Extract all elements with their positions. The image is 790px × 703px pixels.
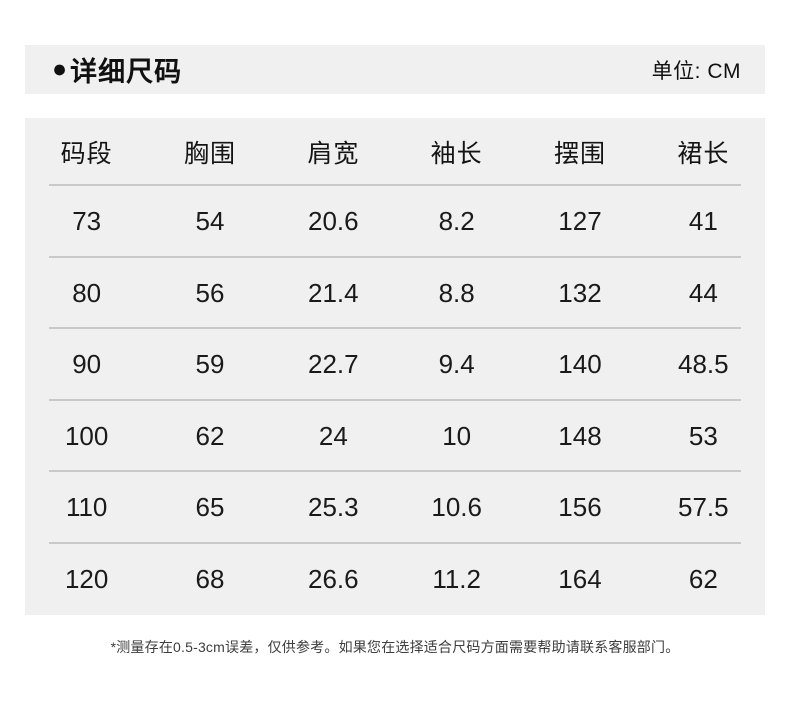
table-cell: 41: [688, 206, 718, 237]
table-cell: 148: [558, 420, 602, 451]
table-cell: 袖长: [430, 140, 483, 168]
table-cell: 100: [64, 420, 109, 451]
table-row: 120 68 26.6 11.2 164 62: [25, 544, 765, 616]
table-cell: 9.4: [438, 349, 475, 380]
table-cell: 73: [72, 206, 102, 237]
bullet-icon: ●: [52, 55, 68, 83]
section-header-bar: ● 详细尺码 单位: CM: [25, 45, 765, 94]
table-cell: 22.7: [308, 349, 359, 380]
table-cell: 21.4: [308, 277, 359, 308]
table-cell: 127: [558, 206, 602, 237]
table-cell: 胸围: [183, 140, 236, 168]
table-row: 73 54 20.6 8.2 127 41: [25, 186, 765, 258]
table-cell: 120: [64, 563, 109, 594]
table-cell: 25.3: [308, 492, 359, 523]
table-cell: 26.6: [308, 563, 359, 594]
table-cell: 156: [558, 492, 602, 523]
table-cell: 54: [195, 206, 225, 237]
table-cell: 24: [318, 420, 348, 451]
table-row: 110 65 25.3 10.6 156 57.5: [25, 472, 765, 544]
table-cell: 56: [195, 277, 225, 308]
table-cell: 肩宽: [307, 140, 360, 168]
table-row: 100 62 24 10 148 53: [25, 401, 765, 473]
table-cell: 57.5: [678, 492, 729, 523]
table-cell: 132: [558, 277, 602, 308]
size-table: 码段 胸围 肩宽 袖长 摆围 裙长 73 54 20.6 8.2 127 41 80 56 21.4 8.8 1…: [25, 118, 765, 615]
table-header-row: 码段 胸围 肩宽 袖长 摆围 裙长: [25, 118, 765, 186]
table-cell: 59: [195, 349, 225, 380]
footnote: *测量存在0.5-3cm误差，仅供参考。如果您在选择适合尺码方面需要帮助请联系客…: [110, 639, 680, 655]
table-cell: 44: [688, 277, 718, 308]
table-cell: 80: [72, 277, 102, 308]
table-cell: 110: [65, 492, 108, 523]
table-cell: 8.2: [438, 206, 475, 237]
table-cell: 摆围: [553, 140, 606, 168]
table-cell: 65: [195, 492, 225, 523]
table-cell: 140: [558, 349, 602, 380]
table-cell: 62: [195, 420, 225, 451]
table-cell: 裙长: [677, 140, 730, 168]
table-row: 80 56 21.4 8.8 132 44: [25, 258, 765, 330]
section-title-wrap: ● 详细尺码: [52, 50, 182, 89]
table-cell: 90: [72, 349, 102, 380]
table-cell: 10.6: [431, 492, 482, 523]
table-cell: 11.2: [432, 563, 481, 594]
table-cell: 10: [442, 420, 472, 451]
unit-label: 单位: CM: [651, 59, 741, 83]
table-cell: 62: [688, 563, 718, 594]
table-row: 90 59 22.7 9.4 140 48.5: [25, 329, 765, 401]
table-cell: 8.8: [438, 277, 475, 308]
table-cell: 68: [195, 563, 225, 594]
table-cell: 164: [558, 563, 602, 594]
table-cell: 码段: [60, 140, 113, 168]
table-cell: 48.5: [678, 349, 729, 380]
table-cell: 20.6: [308, 206, 359, 237]
table-cell: 53: [688, 420, 718, 451]
section-title: 详细尺码: [70, 57, 183, 87]
